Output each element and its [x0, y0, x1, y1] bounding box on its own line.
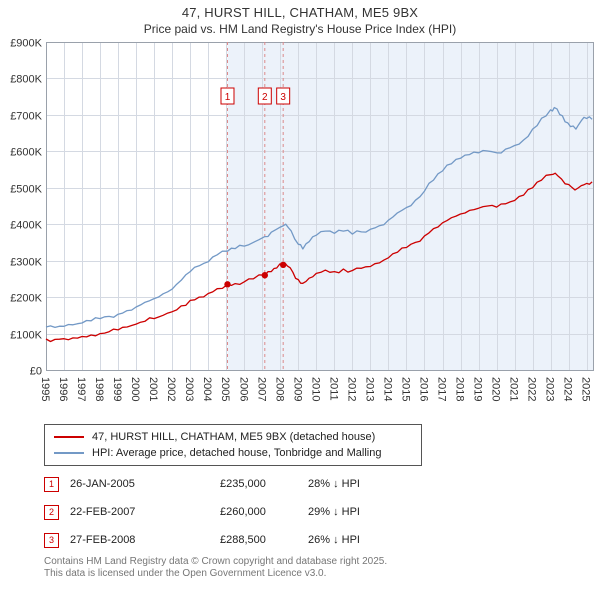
- sale-point-marker: [279, 261, 287, 269]
- sale-flag-box: [276, 87, 291, 105]
- x-axis-tick-label: 1997: [75, 377, 87, 401]
- legend-item-hpi: HPI: Average price, detached house, Tonb…: [54, 445, 412, 461]
- sale-point-marker: [261, 272, 268, 279]
- x-axis-tick-label: 2001: [147, 377, 159, 401]
- plot-border: [46, 42, 594, 371]
- sale-flag-number: 3: [280, 92, 286, 103]
- y-axis-tick-label: £200K: [10, 293, 42, 305]
- transaction-price: £288,500: [220, 534, 266, 546]
- hpi-line: [45, 106, 593, 329]
- red-line-swatch: [54, 436, 84, 438]
- x-axis-tick-label: 2024: [562, 377, 574, 401]
- transaction-number-badge: 2: [44, 504, 59, 520]
- x-axis-tick-label: 2017: [436, 377, 448, 401]
- transaction-row: 2 22-FEB-2007 £260,000 29% ↓ HPI: [44, 504, 564, 520]
- y-axis-tick-label: £300K: [10, 257, 42, 269]
- page-title: 47, HURST HILL, CHATHAM, ME5 9BX: [181, 5, 419, 20]
- y-axis-tick-label: £900K: [10, 38, 42, 50]
- page-subtitle: Price paid vs. HM Land Registry's House …: [143, 22, 457, 36]
- x-axis-tick-label: 1995: [39, 377, 51, 401]
- x-axis-tick-label: 2014: [381, 377, 393, 401]
- chart-legend: 47, HURST HILL, CHATHAM, ME5 9BX (detach…: [44, 424, 422, 466]
- transaction-row: 3 27-FEB-2008 £288,500 26% ↓ HPI: [44, 532, 564, 548]
- transaction-number-badge: 3: [44, 532, 59, 548]
- license-footer: Contains HM Land Registry data © Crown c…: [44, 556, 387, 579]
- x-axis-tick-label: 2006: [237, 377, 249, 401]
- legend-item-property: 47, HURST HILL, CHATHAM, ME5 9BX (detach…: [54, 429, 412, 445]
- x-axis-tick-label: 2021: [508, 377, 520, 401]
- blue-line-swatch: [54, 452, 84, 454]
- x-axis-tick-label: 2013: [363, 377, 375, 401]
- transaction-hpi-delta: 26% ↓ HPI: [308, 534, 360, 546]
- x-axis-tick-label: 2023: [544, 377, 556, 401]
- footer-line-1: Contains HM Land Registry data © Crown c…: [44, 556, 388, 567]
- x-axis-tick-label: 2008: [273, 377, 285, 401]
- x-axis-tick-label: 2019: [472, 377, 484, 401]
- sale-flag-box: [220, 87, 235, 105]
- transaction-date: 26-JAN-2005: [70, 478, 135, 490]
- transaction-hpi-delta: 28% ↓ HPI: [308, 478, 360, 490]
- y-axis-tick-label: £100K: [10, 330, 42, 342]
- x-axis-tick-label: 2005: [219, 377, 231, 401]
- transaction-price: £235,000: [220, 478, 266, 490]
- x-axis-tick-label: 2016: [417, 377, 429, 401]
- legend-label-property: 47, HURST HILL, CHATHAM, ME5 9BX (detach…: [92, 431, 376, 443]
- x-axis-tick-label: 2007: [255, 377, 267, 401]
- x-axis-tick-label: 2012: [345, 377, 357, 401]
- price-chart: £0 £100K £200K £300K £400K £500K £600K £700K £80…: [10, 38, 594, 401]
- sale-flag-number: 2: [262, 92, 268, 103]
- y-axis-tick-label: £600K: [10, 147, 42, 159]
- transaction-price: £260,000: [220, 506, 266, 518]
- x-axis-tick-label: 1999: [111, 377, 123, 401]
- x-axis-tick-label: 1998: [93, 377, 105, 401]
- x-axis-tick-label: 2004: [201, 377, 213, 401]
- transaction-row: 1 26-JAN-2005 £235,000 28% ↓ HPI: [44, 476, 564, 492]
- y-axis-tick-label: £400K: [10, 220, 42, 232]
- x-axis-tick-label: 1996: [57, 377, 69, 401]
- x-axis-tick-label: 2025: [580, 377, 592, 401]
- legend-label-hpi: HPI: Average price, detached house, Tonb…: [92, 447, 382, 459]
- y-axis-tick-label: £800K: [10, 74, 42, 86]
- x-axis-tick-label: 2011: [327, 377, 339, 401]
- y-axis-tick-label: £700K: [10, 111, 42, 123]
- sale-flag-box: [257, 87, 272, 105]
- property-price-line: [45, 172, 593, 343]
- footer-line-2: This data is licensed under the Open Gov…: [44, 567, 327, 579]
- x-axis-tick-label: 2002: [165, 377, 177, 401]
- transaction-hpi-delta: 29% ↓ HPI: [308, 506, 360, 518]
- x-axis-tick-label: 2000: [129, 377, 141, 401]
- sale-point-marker: [224, 281, 231, 288]
- y-axis-tick-label: £500K: [10, 184, 42, 196]
- x-axis-tick-label: 2009: [291, 377, 303, 401]
- x-axis-tick-label: 2003: [183, 377, 195, 401]
- transaction-number-badge: 1: [44, 476, 59, 492]
- transaction-date: 22-FEB-2007: [70, 506, 136, 518]
- sale-flag-number: 1: [225, 92, 231, 103]
- y-axis-tick-label: £0: [30, 366, 42, 378]
- transaction-date: 27-FEB-2008: [70, 534, 136, 546]
- x-axis-tick-label: 2010: [309, 377, 321, 401]
- x-axis-tick-label: 2018: [454, 377, 466, 401]
- x-axis-tick-label: 2020: [490, 377, 502, 401]
- x-axis-tick-label: 2015: [399, 377, 411, 401]
- transactions-table: 1 26-JAN-2005 £235,000 28% ↓ HPI 2 22-FE…: [44, 476, 564, 560]
- x-axis-tick-label: 2022: [526, 377, 538, 401]
